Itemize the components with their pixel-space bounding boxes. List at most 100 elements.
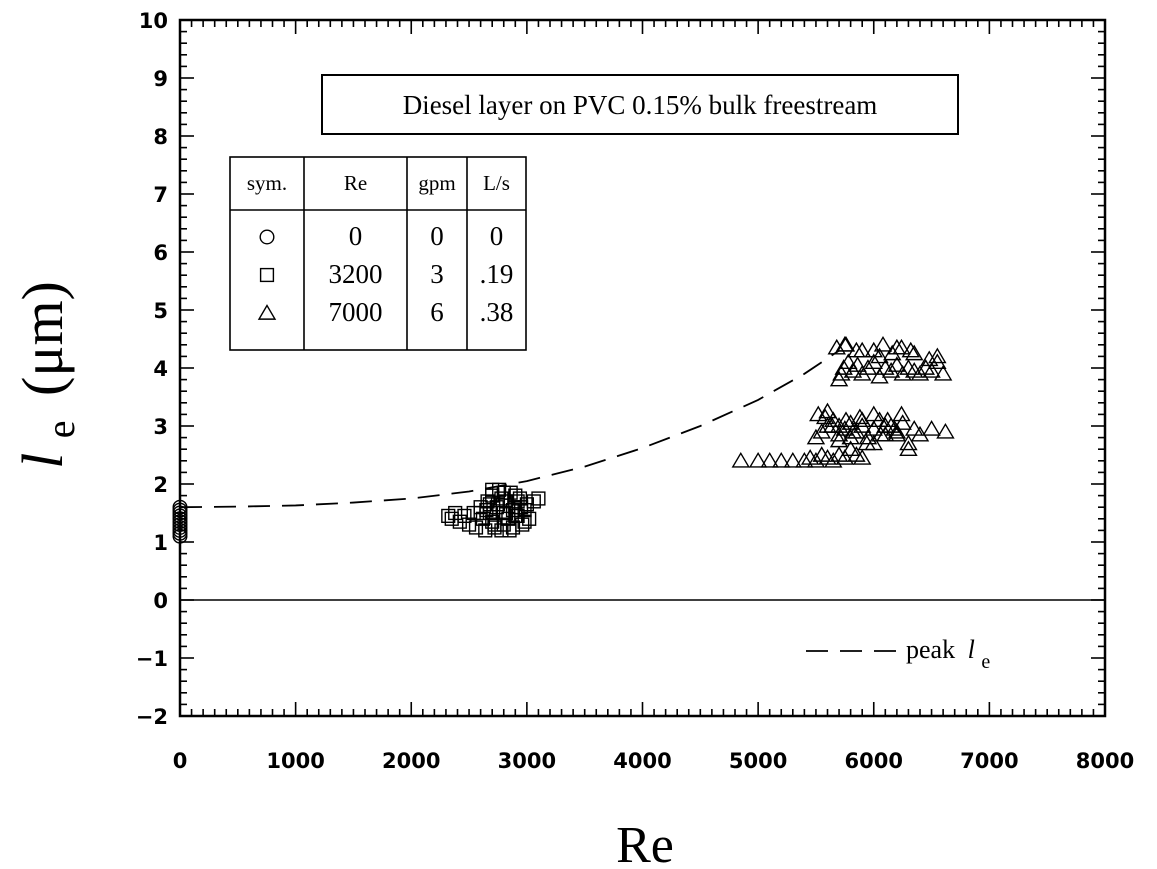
triangle-point <box>731 451 751 468</box>
table-cell: 3200 <box>329 259 383 289</box>
data-points <box>172 335 955 544</box>
y-tick-label: 7 <box>153 183 168 207</box>
triangle-point <box>818 402 837 419</box>
y-tick-label: 3 <box>153 415 168 439</box>
triangle-point <box>835 335 855 352</box>
triangle-point <box>893 414 912 430</box>
y-axis-unit: (μm) <box>10 281 75 396</box>
triangle-point <box>904 420 924 436</box>
triangle-point <box>847 341 866 358</box>
triangle-point <box>852 411 872 428</box>
triangle-point <box>829 425 849 442</box>
y-tick-label: 5 <box>153 299 168 323</box>
triangle-point <box>922 420 941 436</box>
square-point <box>485 482 500 497</box>
x-tick-label: 7000 <box>960 749 1018 773</box>
tick-labels: 0 1000 2000 3000 4000 5000 6000 7000 8000−2−1012… <box>136 9 1134 773</box>
y-tick-label: 1 <box>153 531 168 555</box>
triangle-point <box>922 362 941 378</box>
triangle-point <box>852 449 872 465</box>
y-tick-label: 0 <box>153 589 168 613</box>
y-tick-label: 6 <box>153 241 168 265</box>
triangle-point <box>852 364 872 381</box>
plot-frame <box>178 18 1107 718</box>
triangle-point <box>881 362 901 378</box>
triangle-point <box>936 422 955 439</box>
table-cell: 0 <box>430 221 444 251</box>
triangle-point <box>899 440 918 457</box>
y-tick-label: 4 <box>153 357 168 381</box>
triangle-point <box>864 405 883 422</box>
triangle-point <box>864 353 883 370</box>
table-cell: 6 <box>430 297 444 327</box>
square-point <box>517 514 532 529</box>
y-tick-label: −1 <box>136 647 168 671</box>
title-box: Diesel layer on PVC 0.15% bulk freestrea… <box>321 74 959 135</box>
chart-title: Diesel layer on PVC 0.15% bulk freestrea… <box>403 90 878 120</box>
triangle-point <box>832 364 851 381</box>
y-axis-label: l e (μm) <box>10 281 83 469</box>
x-tick-label: 2000 <box>382 749 440 773</box>
y-tick-label: 10 <box>139 9 168 33</box>
square-point <box>496 517 511 532</box>
square-point <box>457 508 472 524</box>
triangle-point <box>928 347 947 364</box>
triangle-point <box>848 356 867 372</box>
triangle-point <box>904 344 924 361</box>
triangle-point <box>864 434 883 451</box>
legend: peak l e <box>806 635 990 673</box>
triangle-point <box>878 411 897 428</box>
x-tick-label: 1000 <box>266 749 324 773</box>
x-axis-label: Re <box>616 817 674 869</box>
table-frame <box>229 156 527 351</box>
triangle-point <box>887 338 907 355</box>
table-cell: .38 <box>480 297 514 327</box>
table-header: L/s <box>483 171 510 195</box>
x-tick-label: 6000 <box>845 749 903 773</box>
table-cell: 7000 <box>329 297 383 327</box>
y-axis-var: l <box>10 453 75 469</box>
table-symbol-triangle <box>257 304 277 320</box>
triangle-point <box>835 449 855 465</box>
triangle-point <box>852 417 872 433</box>
triangle-point <box>806 428 826 445</box>
triangle-point <box>824 451 843 468</box>
triangle-point <box>883 344 902 361</box>
table-cell: .19 <box>480 259 514 289</box>
triangle-point <box>876 417 895 433</box>
triangle-point <box>887 425 907 442</box>
triangle-point <box>901 341 920 358</box>
triangle-point <box>928 353 947 370</box>
triangle-point <box>852 341 872 358</box>
triangle-point <box>829 431 849 448</box>
table-symbol-circle <box>259 229 275 245</box>
table-header: sym. <box>247 171 287 195</box>
triangle-point <box>910 364 930 381</box>
triangle-point <box>843 362 863 378</box>
square-point <box>448 505 463 521</box>
triangle-point <box>836 411 856 428</box>
triangle-point <box>892 405 911 422</box>
y-tick-label: −2 <box>136 705 168 729</box>
triangle-point <box>841 428 860 445</box>
triangle-point <box>858 359 878 375</box>
square-point <box>531 491 546 506</box>
triangle-point <box>783 451 803 468</box>
triangle-point <box>795 451 814 468</box>
square-point <box>487 520 502 535</box>
triangle-point <box>806 451 826 468</box>
triangle-point <box>864 341 883 358</box>
symbol-table: sym. Re gpm L/s 0 0 0 3200 3 .19 7000 6 .38 <box>229 156 527 351</box>
svg-text:peak l e: peak l e <box>906 635 990 673</box>
x-tick-label: 8000 <box>1076 749 1134 773</box>
x-tick-label: 3000 <box>498 749 556 773</box>
table-cell: 0 <box>490 221 504 251</box>
legend-sub: e <box>981 651 990 673</box>
square-point <box>510 494 525 509</box>
table-cell: 3 <box>430 259 444 289</box>
triangle-point <box>870 347 889 364</box>
peak-curve <box>179 349 840 509</box>
triangle-point <box>873 335 893 352</box>
legend-var: l <box>968 635 975 664</box>
